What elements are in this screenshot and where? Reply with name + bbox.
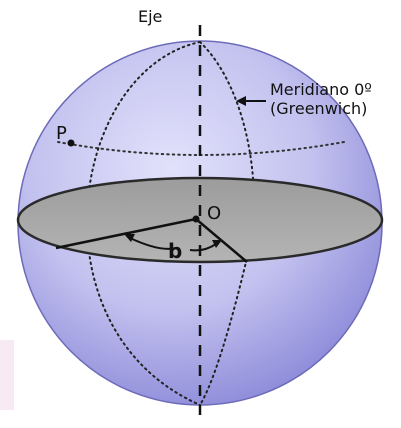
center-label: O	[207, 203, 221, 224]
meridian-label-line2: (Greenwich)	[270, 99, 367, 118]
equatorial-plane	[16, 176, 384, 264]
corner-tint	[0, 340, 14, 410]
angle-arc	[129, 237, 177, 250]
meridian-label-line1: Meridiano 0º	[270, 80, 372, 99]
angle-arrowhead-left	[124, 234, 135, 242]
point-p	[67, 139, 75, 147]
meridian-through-p	[86, 41, 201, 406]
greenwich-arrowhead	[236, 96, 246, 106]
center-point	[192, 215, 200, 223]
axis-label: Eje	[138, 7, 162, 26]
angle-arrowhead-right	[212, 240, 222, 248]
angle-arc-right	[189, 243, 217, 252]
radius-to-p-meridian	[55, 217, 197, 250]
point-p-label: P	[56, 123, 67, 144]
angle-label: b	[168, 239, 182, 263]
